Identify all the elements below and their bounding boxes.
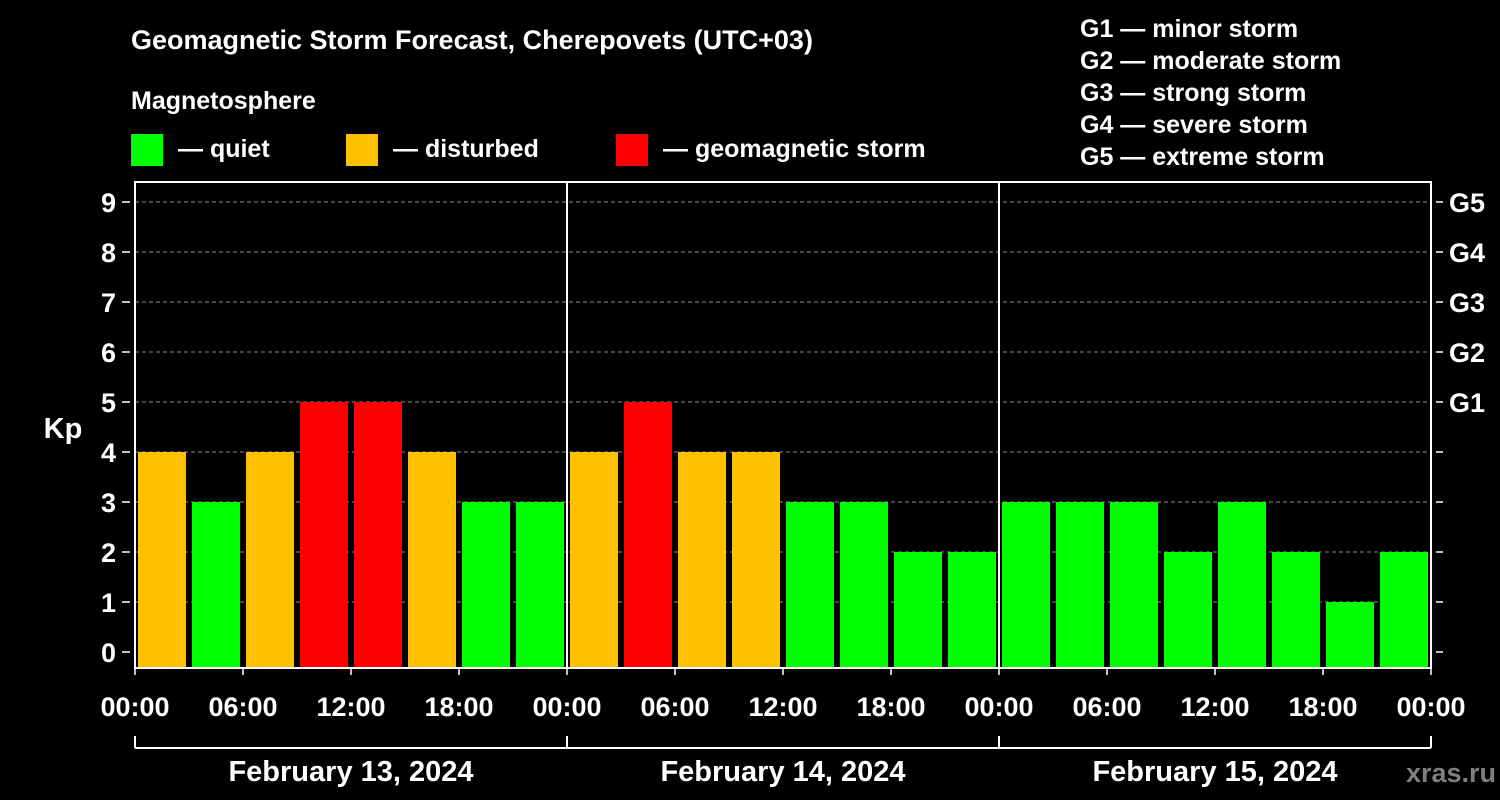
day-label: February 13, 2024 [228, 756, 473, 788]
kp-bar [192, 502, 240, 668]
kp-bar [354, 402, 402, 668]
y-tick-label: 3 [101, 488, 116, 518]
storm-scale-g1: G1 — minor storm [1080, 15, 1298, 43]
kp-bar [1002, 502, 1050, 668]
storm-scale-g4: G4 — severe storm [1080, 111, 1308, 139]
y-tick-label: 0 [101, 638, 116, 668]
x-tick-label: 00:00 [1396, 692, 1465, 722]
storm-scale-g3: G3 — strong storm [1080, 79, 1306, 107]
watermark: xras.ru [1406, 758, 1496, 788]
legend-label-storm: — geomagnetic storm [663, 135, 926, 163]
kp-bar [462, 502, 510, 668]
day-label: February 15, 2024 [1092, 756, 1337, 788]
x-tick-label: 12:00 [1180, 692, 1249, 722]
chart-title: Geomagnetic Storm Forecast, Cherepovets … [131, 25, 813, 55]
x-tick-label: 12:00 [316, 692, 385, 722]
storm-scale-legend: G1 — minor storm G2 — moderate storm G3 … [1080, 15, 1341, 171]
x-tick-label: 18:00 [856, 692, 925, 722]
kp-bar [246, 452, 294, 668]
y-tick-label: 1 [101, 588, 116, 618]
kp-bar [840, 502, 888, 668]
x-tick-label: 06:00 [1072, 692, 1141, 722]
magnetosphere-label: Magnetosphere [131, 87, 316, 115]
kp-bar [1164, 552, 1212, 668]
legend-swatch-disturbed [346, 134, 378, 166]
y-tick-label: 8 [101, 238, 116, 268]
x-tick-label: 18:00 [1288, 692, 1357, 722]
ticks: 0 1 2 3 4 5 6 7 8 9 G1 G2 G3 G4 G5 00:00 06:00 12:00 18:00… [100, 188, 1485, 722]
day-label: February 14, 2024 [660, 756, 905, 788]
g-level-label: G1 [1449, 388, 1485, 418]
x-tick-label: 06:00 [640, 692, 709, 722]
g-level-label: G2 [1449, 338, 1485, 368]
legend-swatch-storm [616, 134, 648, 166]
kp-bar [408, 452, 456, 668]
y-tick-label: 9 [101, 188, 116, 218]
x-tick-label: 06:00 [208, 692, 277, 722]
y-tick-label: 4 [101, 438, 116, 468]
legend: — quiet — disturbed — geomagnetic storm [131, 134, 926, 166]
x-tick-label: 00:00 [532, 692, 601, 722]
gridlines [135, 201, 1431, 603]
x-tick-label: 00:00 [964, 692, 1033, 722]
y-tick-label: 2 [101, 538, 116, 568]
y-axis-label: Kp [44, 413, 83, 445]
legend-label-disturbed: — disturbed [393, 135, 539, 163]
kp-bar [516, 502, 564, 668]
kp-bar [894, 552, 942, 668]
kp-bar [1272, 552, 1320, 668]
storm-scale-g2: G2 — moderate storm [1080, 47, 1341, 75]
kp-bar [1218, 502, 1266, 668]
x-tick-label: 12:00 [748, 692, 817, 722]
kp-bar [948, 552, 996, 668]
y-tick-label: 7 [101, 288, 116, 318]
legend-swatch-quiet [131, 134, 163, 166]
legend-label-quiet: — quiet [178, 135, 270, 163]
g-level-label: G5 [1449, 188, 1485, 218]
kp-bar [732, 452, 780, 668]
y-tick-label: 6 [101, 338, 116, 368]
kp-bar [678, 452, 726, 668]
x-tick-label: 18:00 [424, 692, 493, 722]
kp-bar [570, 452, 618, 668]
kp-bar [300, 402, 348, 668]
day-brackets: February 13, 2024 February 14, 2024 Februa… [134, 736, 1432, 788]
x-tick-label: 00:00 [100, 692, 169, 722]
kp-bar [1056, 502, 1104, 668]
y-tick-label: 5 [101, 388, 116, 418]
kp-bar [786, 502, 834, 668]
kp-bar [624, 402, 672, 668]
kp-bar [1380, 552, 1428, 668]
kp-bar [138, 452, 186, 668]
bars [138, 402, 1428, 668]
kp-bar [1110, 502, 1158, 668]
storm-scale-g5: G5 — extreme storm [1080, 143, 1325, 171]
g-level-label: G4 [1449, 238, 1485, 268]
g-level-label: G3 [1449, 288, 1485, 318]
kp-bar [1326, 602, 1374, 668]
